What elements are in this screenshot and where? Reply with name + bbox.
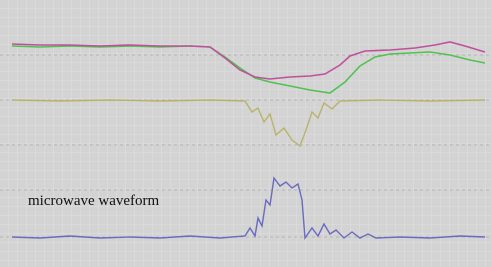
minor-grid <box>0 0 491 267</box>
waveform-label: microwave waveform <box>28 193 160 209</box>
scope-screen: microwave waveform <box>0 0 491 267</box>
